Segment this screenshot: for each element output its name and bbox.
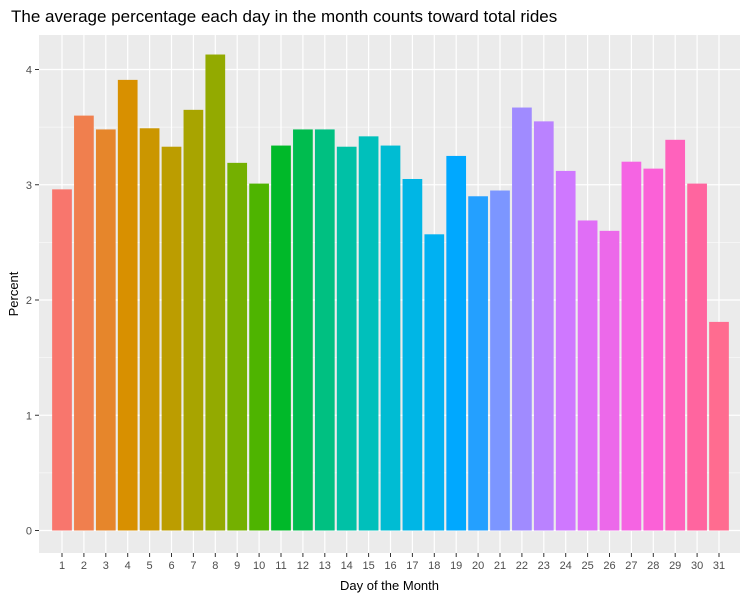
bar-day-16 bbox=[380, 145, 401, 531]
bar-day-23 bbox=[533, 121, 554, 531]
x-tick-label: 8 bbox=[212, 560, 218, 572]
x-tick-label: 23 bbox=[538, 560, 550, 572]
x-tick-label: 6 bbox=[168, 560, 174, 572]
bar-day-1 bbox=[52, 189, 72, 531]
x-tick-label: 25 bbox=[581, 560, 593, 572]
bar-day-8 bbox=[205, 54, 226, 531]
bar-day-6 bbox=[161, 146, 182, 531]
x-tick-label: 7 bbox=[190, 560, 196, 572]
x-tick-label: 13 bbox=[319, 560, 331, 572]
bar-day-17 bbox=[402, 178, 423, 531]
bar-day-29 bbox=[665, 139, 686, 531]
x-tick-label: 24 bbox=[560, 560, 572, 572]
y-tick-label: 2 bbox=[26, 295, 32, 307]
bar-day-3 bbox=[95, 129, 116, 531]
x-tick-label: 30 bbox=[691, 560, 703, 572]
bar-day-13 bbox=[314, 129, 335, 531]
bar-day-19 bbox=[446, 155, 467, 531]
x-tick-label: 21 bbox=[494, 560, 506, 572]
x-tick-label: 16 bbox=[384, 560, 396, 572]
bar-day-14 bbox=[336, 146, 357, 531]
x-tick-label: 31 bbox=[713, 560, 725, 572]
bar-day-7 bbox=[183, 109, 204, 531]
x-tick-label: 19 bbox=[450, 560, 462, 572]
x-tick-label: 26 bbox=[603, 560, 615, 572]
x-tick-label: 18 bbox=[428, 560, 440, 572]
bar-day-22 bbox=[512, 107, 532, 531]
bar-day-25 bbox=[577, 220, 598, 531]
y-tick-label: 0 bbox=[26, 526, 32, 538]
x-tick-label: 17 bbox=[406, 560, 418, 572]
y-axis: 0 1 2 3 4 bbox=[26, 65, 39, 538]
bar-day-15 bbox=[358, 136, 379, 531]
x-tick-label: 11 bbox=[275, 560, 286, 572]
bar-day-21 bbox=[490, 190, 510, 531]
bar-day-2 bbox=[74, 115, 94, 531]
x-tick-label: 5 bbox=[147, 560, 153, 572]
y-tick-label: 4 bbox=[26, 65, 32, 77]
bar-day-9 bbox=[227, 162, 248, 531]
x-tick-label: 29 bbox=[669, 560, 681, 572]
bar-day-27 bbox=[621, 161, 642, 531]
x-tick-label: 4 bbox=[125, 560, 131, 572]
bar-day-4 bbox=[117, 79, 138, 531]
y-axis-title: Percent bbox=[6, 271, 21, 316]
x-tick-label: 2 bbox=[81, 560, 87, 572]
x-tick-label: 1 bbox=[59, 560, 65, 572]
bar-day-28 bbox=[643, 168, 664, 531]
bar-day-30 bbox=[687, 183, 707, 531]
y-tick-label: 3 bbox=[26, 180, 32, 192]
x-tick-label: 14 bbox=[341, 560, 353, 572]
x-axis-title: Day of the Month bbox=[340, 578, 439, 593]
bar-day-24 bbox=[555, 170, 576, 531]
x-tick-label: 15 bbox=[362, 560, 374, 572]
x-tick-label: 12 bbox=[297, 560, 309, 572]
x-tick-label: 3 bbox=[103, 560, 109, 572]
chart-title: The average percentage each day in the m… bbox=[11, 7, 558, 26]
bars bbox=[52, 54, 729, 531]
x-tick-label: 20 bbox=[472, 560, 484, 572]
x-axis: 1 2 3 4 5 6 7 8 9 10 11 12 13 14 15 16 17 18 19 20 21 22 23 24 2… bbox=[59, 553, 725, 572]
x-tick-label: 22 bbox=[516, 560, 528, 572]
bar-day-31 bbox=[709, 321, 729, 531]
bar-day-18 bbox=[424, 234, 445, 531]
bar-day-20 bbox=[468, 196, 488, 531]
x-tick-label: 10 bbox=[253, 560, 265, 572]
x-tick-label: 28 bbox=[647, 560, 659, 572]
y-tick-label: 1 bbox=[26, 410, 32, 422]
bar-day-26 bbox=[599, 230, 620, 531]
bar-day-5 bbox=[139, 128, 160, 531]
x-tick-label: 27 bbox=[625, 560, 637, 572]
bar-day-12 bbox=[293, 129, 313, 531]
x-tick-label: 9 bbox=[234, 560, 240, 572]
bar-day-10 bbox=[249, 183, 269, 531]
bar-day-11 bbox=[271, 145, 291, 531]
